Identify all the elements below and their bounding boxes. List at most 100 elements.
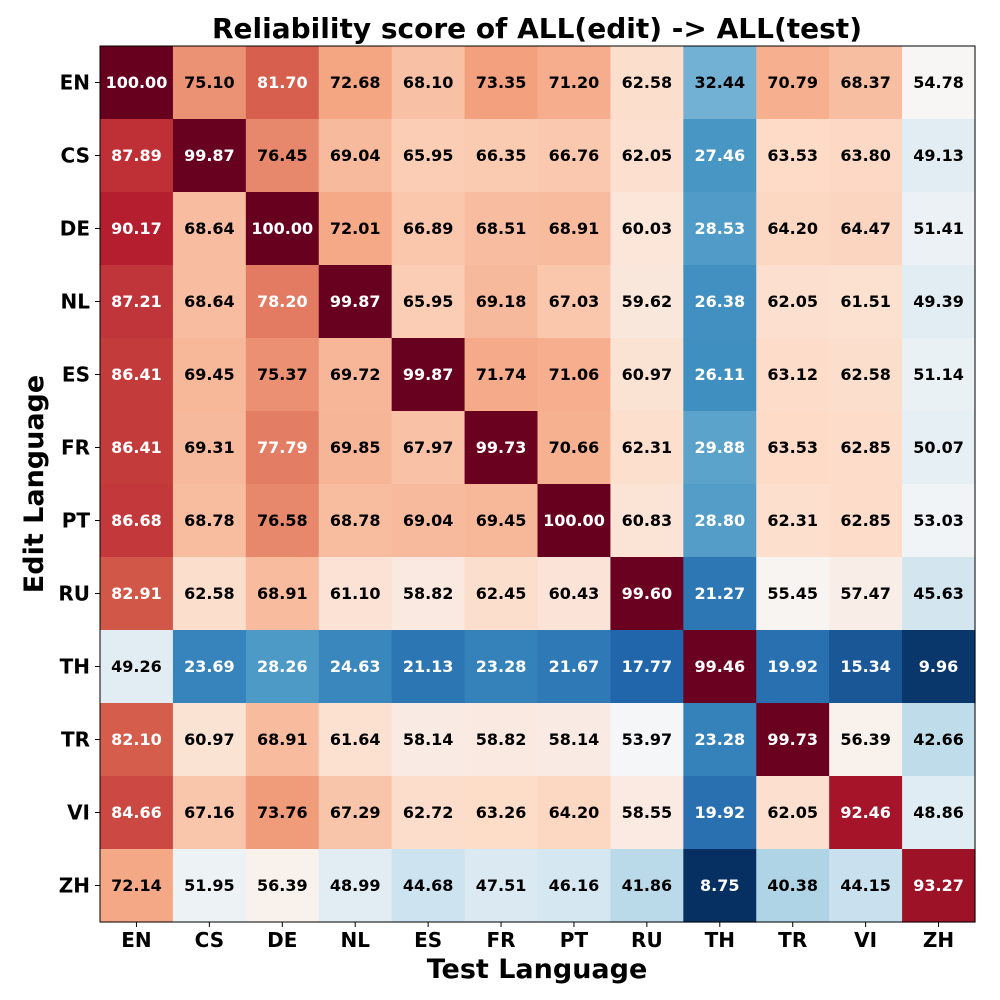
cell-value-label: 87.89 — [111, 146, 162, 165]
cell-value-label: 59.62 — [622, 292, 673, 311]
x-tick-label: ZH — [923, 928, 954, 952]
heatmap-cell-PT-EN — [100, 484, 174, 558]
heatmap-cell-RU-VI — [829, 557, 903, 631]
heatmap-cell-EN-VI — [829, 46, 903, 120]
cell-value-label: 60.97 — [622, 365, 673, 384]
cell-value-label: 60.43 — [549, 584, 600, 603]
cell-value-label: 64.20 — [549, 803, 600, 822]
cell-value-label: 63.53 — [767, 146, 818, 165]
cell-value-label: 24.63 — [330, 657, 381, 676]
heatmap-cell-CS-TH — [683, 119, 757, 193]
cell-value-label: 42.66 — [913, 730, 964, 749]
plot-frame — [99, 45, 976, 923]
cell-value-label: 75.10 — [184, 73, 235, 92]
heatmap-cell-PT-CS — [172, 484, 247, 558]
heatmap-cell-FR-VI — [829, 411, 903, 485]
heatmap-cell-DE-RU — [610, 192, 684, 266]
cell-value-label: 70.79 — [767, 73, 818, 92]
heatmap-cell-NL-EN — [100, 265, 174, 339]
heatmap-cell-TR-VI — [829, 703, 903, 777]
cell-value-label: 56.39 — [840, 730, 891, 749]
heatmap-cell-NL-FR — [464, 265, 539, 339]
heatmap-cell-FR-ES — [391, 411, 466, 485]
heatmap-cell-RU-FR — [464, 557, 539, 631]
cell-value-label: 60.03 — [622, 219, 673, 238]
y-tick-label: RU — [58, 582, 90, 606]
heatmap-cell-DE-FR — [464, 192, 539, 266]
heatmap-cell-DE-TR — [756, 192, 830, 266]
heatmap-cell-PT-ES — [391, 484, 466, 558]
heatmap-cell-CS-VI — [829, 119, 903, 193]
cell-value-label: 49.26 — [111, 657, 162, 676]
cell-value-label: 71.06 — [549, 365, 600, 384]
heatmap-cell-CS-ZH — [902, 119, 976, 193]
heatmap-cell-TH-FR — [464, 630, 539, 704]
cell-value-label: 58.14 — [549, 730, 600, 749]
y-tick-label: VI — [67, 801, 90, 825]
cell-value-label: 55.45 — [767, 584, 818, 603]
heatmap-cell-ZH-PT — [537, 849, 612, 923]
cell-value-label: 23.28 — [476, 657, 527, 676]
heatmap-cell-FR-PT — [537, 411, 612, 485]
cell-value-label: 32.44 — [694, 73, 745, 92]
heatmap-cell-DE-ZH — [902, 192, 976, 266]
heatmap-cell-ES-FR — [464, 338, 539, 412]
heatmap-cell-TR-ZH — [902, 703, 976, 777]
cell-value-label: 21.27 — [694, 584, 745, 603]
cell-value-label: 21.13 — [403, 657, 454, 676]
cell-value-label: 68.10 — [403, 73, 454, 92]
x-tick-label: PT — [560, 928, 589, 952]
cell-value-label: 40.38 — [767, 876, 818, 895]
heatmap-cell-FR-TR — [756, 411, 830, 485]
heatmap-cell-TH-NL — [318, 630, 393, 704]
cell-value-label: 99.73 — [476, 438, 527, 457]
heatmap-cell-PT-RU — [610, 484, 684, 558]
x-tick-label: TH — [705, 928, 735, 952]
heatmap-cells — [100, 46, 976, 923]
heatmap-cell-EN-TR — [756, 46, 830, 120]
cell-value-label: 81.70 — [257, 73, 308, 92]
cell-value-label: 99.87 — [403, 365, 454, 384]
x-tick-label: ES — [414, 928, 442, 952]
heatmap-cell-CS-ES — [391, 119, 466, 193]
x-tick-label: NL — [340, 928, 370, 952]
heatmap-cell-CS-PT — [537, 119, 612, 193]
heatmap-cell-CS-TR — [756, 119, 830, 193]
cell-value-label: 53.97 — [622, 730, 673, 749]
heatmap-cell-ZH-CS — [172, 849, 247, 923]
cell-value-label: 17.77 — [622, 657, 673, 676]
cell-value-label: 48.99 — [330, 876, 381, 895]
cell-value-label: 61.51 — [840, 292, 891, 311]
cell-value-label: 9.96 — [919, 657, 958, 676]
heatmap-cell-ZH-TH — [683, 849, 757, 923]
cell-value-label: 82.91 — [111, 584, 162, 603]
heatmap-cell-CS-NL — [318, 119, 393, 193]
heatmap-cell-ZH-VI — [829, 849, 903, 923]
x-tick-label: FR — [487, 928, 516, 952]
cell-value-label: 87.21 — [111, 292, 162, 311]
cell-value-label: 68.78 — [330, 511, 381, 530]
heatmap-cell-FR-NL — [318, 411, 393, 485]
cell-value-label: 28.26 — [257, 657, 308, 676]
x-tick-label: RU — [631, 928, 663, 952]
cell-value-label: 47.51 — [476, 876, 527, 895]
cell-value-label: 68.64 — [184, 219, 235, 238]
cell-value-label: 58.82 — [403, 584, 454, 603]
heatmap-cell-PT-DE — [245, 484, 320, 558]
cell-value-label: 51.41 — [913, 219, 964, 238]
cell-value-label: 51.95 — [184, 876, 235, 895]
y-tick-label: EN — [60, 71, 90, 95]
cell-value-label: 63.26 — [476, 803, 527, 822]
cell-value-label: 70.66 — [549, 438, 600, 457]
cell-value-label: 49.39 — [913, 292, 964, 311]
heatmap-cell-DE-TH — [683, 192, 757, 266]
heatmap-cell-ES-TR — [756, 338, 830, 412]
cell-value-label: 57.47 — [840, 584, 891, 603]
cell-value-label: 62.31 — [767, 511, 818, 530]
heatmap-cell-ES-PT — [537, 338, 612, 412]
heatmap-cell-VI-TH — [683, 776, 757, 850]
cell-value-label: 54.78 — [913, 73, 964, 92]
heatmap-cell-PT-NL — [318, 484, 393, 558]
cell-value-label: 76.58 — [257, 511, 308, 530]
